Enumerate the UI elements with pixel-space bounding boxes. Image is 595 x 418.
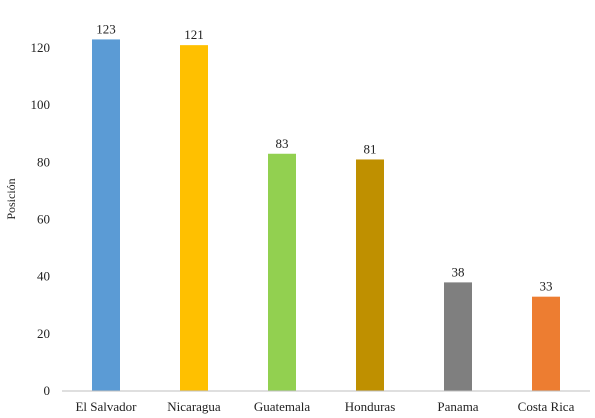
y-tick-label: 100: [31, 97, 51, 112]
x-category-label: Honduras: [345, 399, 396, 414]
bars-group: [92, 39, 560, 392]
data-label: 38: [452, 264, 465, 279]
x-axis: El Salvador Nicaragua Guatemala Honduras Pan…: [75, 399, 574, 414]
y-tick-label: 0: [44, 383, 51, 398]
y-axis-title: Posición: [4, 178, 18, 219]
x-category-label: Nicaragua: [167, 399, 221, 414]
y-axis: 0 20 40 60 80 100 120: [31, 40, 51, 398]
y-tick-label: 20: [37, 326, 50, 341]
bar-costa-rica: [532, 296, 560, 391]
y-tick-label: 60: [37, 212, 50, 227]
bar-el-salvador: [92, 39, 120, 392]
y-tick-label: 80: [37, 154, 50, 169]
data-label: 81: [364, 141, 377, 156]
data-label: 121: [184, 27, 204, 42]
y-tick-label: 40: [37, 269, 50, 284]
bar-nicaragua: [180, 45, 208, 392]
data-label: 33: [540, 279, 553, 294]
data-label: 83: [276, 136, 289, 151]
bar-guatemala: [268, 153, 296, 391]
x-category-label: Costa Rica: [518, 399, 575, 414]
y-tick-label: 120: [31, 40, 51, 55]
x-category-label: El Salvador: [75, 399, 137, 414]
x-category-label: Guatemala: [254, 399, 311, 414]
x-category-label: Panama: [437, 399, 478, 414]
data-label: 123: [96, 21, 116, 36]
bar-panama: [444, 282, 472, 391]
bar-honduras: [356, 159, 384, 391]
data-labels-group: 123 121 83 81 38 33: [96, 21, 552, 293]
